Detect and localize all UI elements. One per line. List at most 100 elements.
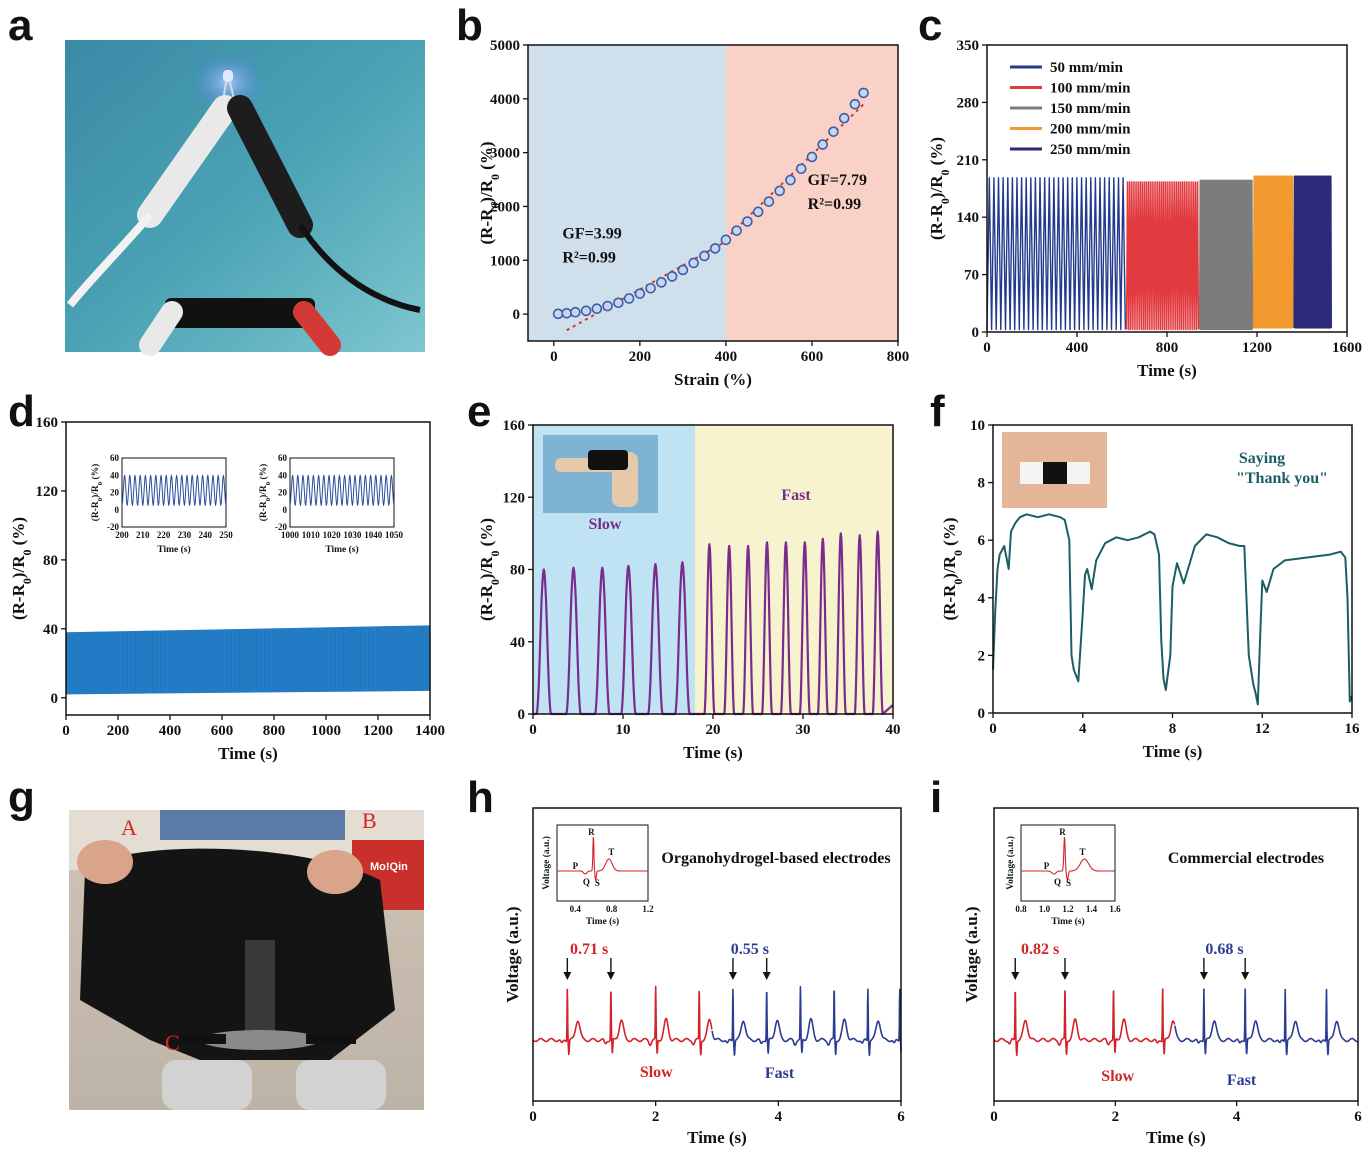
x-tick-label: 400 (715, 349, 738, 365)
data-point (634, 288, 646, 299)
y-tick-label: 4 (978, 591, 986, 607)
inset-i: 0.8 1.0 1.2 1.4 1.6 Time (s) Voltage (a.u.) PQ R… (1005, 824, 1121, 927)
y-tick-label: 160 (503, 418, 526, 434)
data-point (785, 174, 796, 186)
plot-frame (527, 44, 899, 342)
inset-frame (121, 457, 227, 528)
x-axis-label: Time (s) (1143, 742, 1203, 761)
axes-c: 0 400 800 1200 1600 0 70 140 210 280 350 Time (s) (957, 38, 1363, 380)
data-point (602, 300, 613, 312)
series-line (1125, 181, 1200, 331)
interval-label: 0.55 s (731, 941, 769, 958)
y-tick-label: 4000 (490, 92, 520, 108)
inset-d: 200 210 220 230 240 250 -20 0 20 40 60 Time (s) (R-R… (90, 453, 233, 555)
legend-label: 250 mm/min (1050, 142, 1131, 158)
wave-label: R (1059, 827, 1066, 837)
arrow-head (1011, 972, 1020, 980)
arrow-head (1241, 972, 1250, 980)
electrode-label-b: B (362, 808, 377, 833)
series-line (1252, 175, 1294, 329)
inset-x-tick: 1.2 (1062, 904, 1074, 914)
y-tick-label: 0 (518, 707, 526, 723)
legend-label: 200 mm/min (1050, 122, 1131, 138)
wave-label: P (573, 861, 579, 871)
data-point (731, 225, 742, 236)
inset-line (289, 474, 395, 506)
inset-x-tick: 1040 (364, 530, 383, 540)
plot-frame (993, 807, 1359, 1102)
inset-y-tick: 0 (283, 505, 288, 515)
ecg-fast-line (711, 985, 902, 1057)
y-tick-label: 0 (978, 706, 986, 722)
x-tick-label: 40 (886, 722, 901, 738)
x-tick-label: 800 (887, 349, 910, 365)
inset-x-tick: 1.4 (1086, 904, 1098, 914)
inset-x-tick: 0.8 (606, 904, 618, 914)
y-tick-label: 0 (972, 325, 980, 341)
chart-h: 0 2 4 6 Time (s) Voltage (a.u.) 0.71 s 0.55 s Sl… (503, 807, 905, 1147)
chart-i: 0 2 4 6 Time (s) Voltage (a.u.) 0.82 s 0.68 s Sl… (962, 807, 1362, 1147)
y-tick-label: 40 (43, 622, 58, 638)
y-axis-label: Voltage (a.u.) (962, 906, 981, 1002)
data-point (828, 126, 839, 137)
panel-label-g: g (8, 773, 35, 822)
x-tick-label: 1600 (1332, 340, 1362, 356)
arrow-head (563, 972, 572, 980)
x-tick-label: 600 (801, 349, 824, 365)
y-tick-label: 0 (51, 691, 59, 707)
x-tick-label: 200 (629, 349, 652, 365)
inset-frame (289, 457, 395, 528)
data-point (849, 98, 861, 110)
y-tick-label: 80 (510, 563, 525, 579)
y-tick-label: 80 (43, 553, 58, 569)
x-tick-label: 0 (529, 722, 537, 738)
data-point (552, 308, 564, 320)
inset-y-label: (R-R0)/R0 (%) (90, 464, 104, 522)
label-slow: Slow (640, 1064, 673, 1081)
legend-label: 100 mm/min (1050, 81, 1131, 97)
wave-label: P (1044, 861, 1050, 871)
label-fast: Fast (781, 487, 811, 504)
y-tick-label: 120 (503, 490, 526, 506)
finger-photo (543, 435, 658, 513)
data-point (699, 250, 710, 262)
data-point (591, 303, 603, 315)
annotation: R²=0.99 (562, 250, 615, 267)
x-tick-label: 400 (159, 723, 182, 739)
inset-x-tick: 1020 (323, 530, 342, 540)
chart-title: Organohydrogel-based electrodes (661, 850, 890, 867)
series-line (992, 513, 1353, 706)
ecg-slow-line (532, 985, 713, 1056)
x-tick-label: 16 (1345, 721, 1361, 737)
x-tick-label: 6 (1354, 1109, 1362, 1125)
charts: 0 200 400 600 800010002000300040005000Strain… (9, 38, 1362, 1147)
x-tick-label: 10 (616, 722, 631, 738)
inset-x-tick: 1030 (343, 530, 362, 540)
data-point (774, 185, 785, 197)
data-point (570, 306, 581, 318)
data-point (688, 257, 699, 269)
y-tick-label: 350 (957, 38, 980, 54)
inset-x-tick: 200 (115, 530, 129, 540)
wave-label: S (595, 878, 600, 888)
axes-e: 0 10 20 30 40 0 40 80 120 160 Time (s) (503, 418, 901, 762)
y-tick-label: 10 (970, 418, 985, 434)
inset-line (121, 474, 227, 506)
y-tick-label: 2000 (490, 199, 520, 215)
x-axis-label: Time (s) (1137, 361, 1197, 380)
x-axis-label: Time (s) (1146, 1128, 1206, 1147)
panel-label-i: i (930, 773, 942, 822)
inset-x-tick: 220 (157, 530, 171, 540)
data-point (742, 216, 753, 227)
x-axis-label: Time (s) (687, 1128, 747, 1147)
inset-x-tick: 1000 (281, 530, 300, 540)
annotation: GF=3.99 (562, 226, 621, 243)
data-point (752, 206, 764, 218)
y-tick-label: 5000 (490, 38, 520, 54)
photo-g: Mo!Qin A B C (69, 808, 424, 1110)
y-axis-label: Voltage (a.u.) (503, 906, 522, 1002)
y-tick-label: 1000 (490, 253, 520, 269)
data-point (795, 163, 807, 175)
wave-label: Q (583, 877, 590, 887)
